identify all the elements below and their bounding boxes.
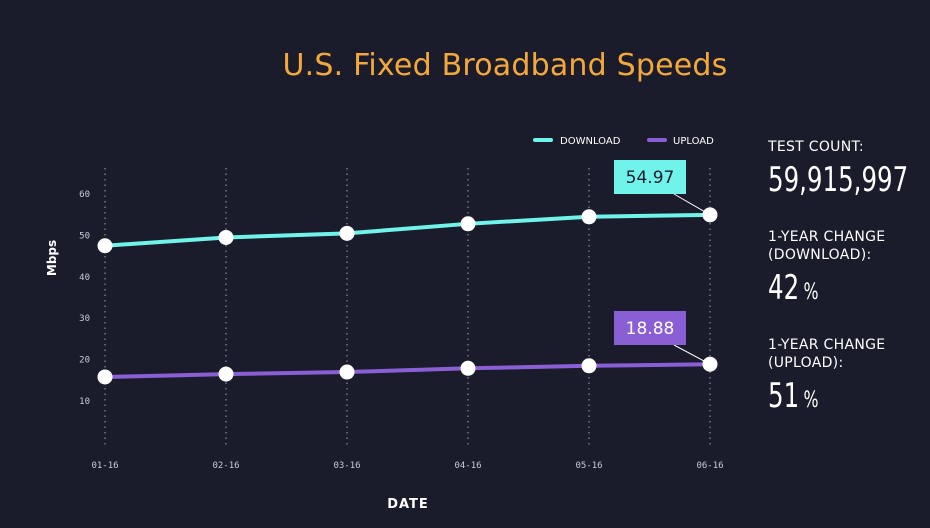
x-axis-label: DATE bbox=[387, 497, 429, 512]
y-tick-label: 40 bbox=[79, 273, 90, 283]
download-change-percent: % bbox=[803, 280, 819, 305]
y-axis-label: Mbps bbox=[45, 240, 59, 276]
test-count-value: 59,915,997 bbox=[768, 160, 909, 200]
upload-change-block: 1-YEAR CHANGE (UPLOAD): 51% bbox=[768, 336, 885, 421]
legend: DOWNLOAD UPLOAD bbox=[533, 136, 714, 147]
callout-box-upload bbox=[614, 311, 686, 345]
callout-box-download bbox=[614, 160, 686, 194]
series-lines bbox=[97, 207, 718, 385]
upload-change-value: 51 bbox=[768, 376, 800, 416]
x-tick-label: 04-16 bbox=[454, 461, 481, 471]
y-tick-label: 30 bbox=[79, 314, 90, 324]
data-point-download[interactable] bbox=[339, 225, 355, 241]
y-tick-label: 10 bbox=[79, 397, 90, 407]
data-point-upload[interactable] bbox=[339, 364, 355, 380]
callout-value-download: 54.97 bbox=[626, 168, 675, 188]
data-point-upload[interactable] bbox=[460, 360, 476, 376]
upload-change-percent: % bbox=[803, 388, 819, 413]
data-point-download[interactable] bbox=[460, 216, 476, 232]
chart-title: U.S. Fixed Broadband Speeds bbox=[282, 48, 728, 83]
series-line-upload bbox=[103, 362, 712, 379]
download-change-value-row: 42% bbox=[768, 268, 853, 313]
download-change-block: 1-YEAR CHANGE (DOWNLOAD): 42% bbox=[768, 228, 885, 313]
data-point-upload[interactable] bbox=[218, 366, 234, 382]
y-tick-label: 20 bbox=[79, 356, 90, 366]
x-axis-ticks: 01-16 02-16 03-16 04-16 05-16 06-16 bbox=[91, 461, 723, 471]
y-tick-label: 60 bbox=[79, 190, 90, 200]
data-point-download[interactable] bbox=[97, 238, 113, 254]
callout-value-upload: 18.88 bbox=[626, 319, 675, 339]
upload-change-label: 1-YEAR CHANGE (UPLOAD): bbox=[768, 337, 886, 371]
legend-upload-label: UPLOAD bbox=[673, 136, 714, 147]
grid-lines bbox=[104, 168, 711, 445]
callouts: 54.97 18.88 bbox=[614, 160, 711, 365]
data-point-upload[interactable] bbox=[97, 369, 113, 385]
callout-leader bbox=[673, 193, 711, 216]
test-count-label: TEST COUNT: bbox=[768, 139, 864, 155]
test-count-block: TEST COUNT: 59,915,997 bbox=[768, 138, 930, 200]
x-tick-label: 02-16 bbox=[212, 461, 239, 471]
data-point-download[interactable] bbox=[581, 209, 597, 225]
upload-change-value-row: 51% bbox=[768, 376, 853, 421]
legend-download-label: DOWNLOAD bbox=[560, 136, 621, 147]
y-axis-ticks: 10 20 30 40 50 60 bbox=[79, 190, 90, 407]
x-tick-label: 01-16 bbox=[91, 461, 118, 471]
y-tick-label: 50 bbox=[79, 231, 90, 241]
series-line-download bbox=[103, 212, 712, 248]
x-tick-label: 06-16 bbox=[696, 461, 723, 471]
callout-leader bbox=[673, 344, 711, 365]
x-tick-label: 03-16 bbox=[333, 461, 360, 471]
download-change-value: 42 bbox=[768, 268, 800, 308]
x-tick-label: 05-16 bbox=[575, 461, 602, 471]
download-change-label: 1-YEAR CHANGE (DOWNLOAD): bbox=[768, 229, 886, 263]
data-point-download[interactable] bbox=[218, 229, 234, 245]
data-point-upload[interactable] bbox=[581, 358, 597, 374]
